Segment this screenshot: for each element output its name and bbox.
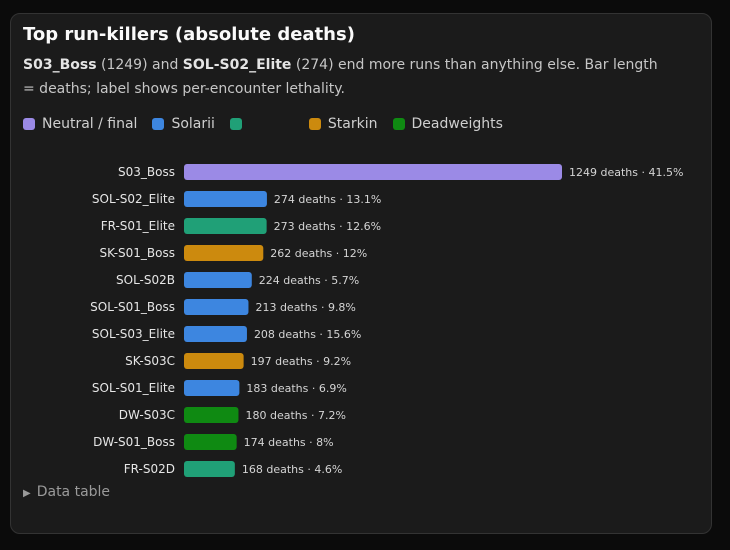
legend-swatch-starkin (308, 118, 321, 130)
legend-swatch-deadweights (392, 118, 405, 130)
category-label-sol-s01-elite: SOL-S01_Elite (92, 381, 175, 395)
bar-dw-s03c[interactable] (184, 407, 239, 423)
value-label-sol-s02b: 224 deaths · 5.7% (259, 274, 359, 287)
category-label-fr-s02d: FR-S02D (124, 462, 175, 476)
bar-sol-s01-elite[interactable] (184, 380, 240, 396)
value-label-sk-s01-boss: 262 deaths · 12% (270, 247, 367, 260)
data-table-toggle[interactable]: ▶ Data table (23, 484, 110, 500)
legend-swatch-neutral (23, 118, 35, 130)
category-label-sol-s02b: SOL-S02B (116, 273, 175, 287)
subtitle-rest: end more runs than anything else. Bar le… (23, 57, 658, 97)
chart-subtitle: S03_Boss (1249) and SOL-S02_Elite (274) … (23, 53, 663, 101)
legend-item-deadweights: Deadweights (392, 116, 503, 132)
legend-item-frost (229, 118, 249, 130)
legend: Neutral / final Solarii Starkin Deadweig… (23, 114, 518, 134)
legend-label-deadweights: Deadweights (411, 116, 503, 132)
legend-item-solarii: Solarii (152, 116, 215, 132)
value-label-sol-s01-elite: 183 deaths · 6.9% (246, 382, 346, 395)
value-label-dw-s01-boss: 174 deaths · 8% (244, 436, 334, 449)
value-label-sk-s03c: 197 deaths · 9.2% (251, 355, 351, 368)
chart-title: Top run-killers (absolute deaths) (23, 24, 355, 45)
bar-sol-s02b[interactable] (184, 272, 252, 288)
bar-dw-s01-boss[interactable] (184, 434, 237, 450)
bar-s03-boss[interactable] (184, 164, 562, 180)
data-table-label: Data table (36, 484, 111, 500)
highlight-boss2: SOL-S02_Elite (182, 57, 292, 73)
value-label-sol-s01-boss: 213 deaths · 9.8% (255, 301, 355, 314)
bar-sk-s01-boss[interactable] (184, 245, 264, 261)
legend-label-neutral: Neutral / final (42, 116, 138, 132)
category-label-dw-s01-boss: DW-S01_Boss (93, 435, 175, 449)
subtitle-and: and (152, 57, 179, 73)
legend-swatch-frost (229, 118, 242, 130)
bar-sol-s02-elite[interactable] (184, 191, 267, 207)
bar-sol-s01-boss[interactable] (184, 299, 249, 315)
bar-fr-s02d[interactable] (184, 461, 235, 477)
legend-item-starkin: Starkin (308, 116, 378, 132)
category-label-dw-s03c: DW-S03C (119, 408, 175, 422)
category-label-sol-s03-elite: SOL-S03_Elite (92, 327, 175, 341)
category-label-sk-s03c: SK-S03C (125, 354, 175, 368)
value-label-fr-s02d: 168 deaths · 4.6% (242, 463, 342, 476)
disclosure-triangle-icon: ▶ (23, 488, 31, 499)
category-label-sk-s01-boss: SK-S01_Boss (99, 246, 175, 260)
bar-fr-s01-elite[interactable] (184, 218, 267, 234)
category-label-s03-boss: S03_Boss (118, 165, 175, 179)
category-label-sol-s02-elite: SOL-S02_Elite (92, 192, 175, 206)
value-label-dw-s03c: 180 deaths · 7.2% (245, 409, 345, 422)
boss2-count: (274) (295, 57, 334, 73)
category-label-sol-s01-boss: SOL-S01_Boss (90, 300, 175, 314)
value-label-sol-s02-elite: 274 deaths · 13.1% (274, 193, 381, 206)
category-label-fr-s01-elite: FR-S01_Elite (101, 219, 175, 233)
bar-sk-s03c[interactable] (184, 353, 244, 369)
boss1-count: (1249) (100, 57, 148, 73)
chart-card (10, 13, 712, 534)
value-label-s03-boss: 1249 deaths · 41.5% (569, 166, 683, 179)
legend-swatch-solarii (152, 118, 165, 130)
value-label-fr-s01-elite: 273 deaths · 12.6% (274, 220, 381, 233)
bar-sol-s03-elite[interactable] (184, 326, 247, 342)
value-label-sol-s03-elite: 208 deaths · 15.6% (254, 328, 361, 341)
legend-item-neutral: Neutral / final (23, 116, 137, 132)
highlight-boss1: S03_Boss (23, 57, 97, 73)
legend-label-starkin: Starkin (327, 116, 378, 132)
legend-label-solarii: Solarii (171, 116, 215, 132)
